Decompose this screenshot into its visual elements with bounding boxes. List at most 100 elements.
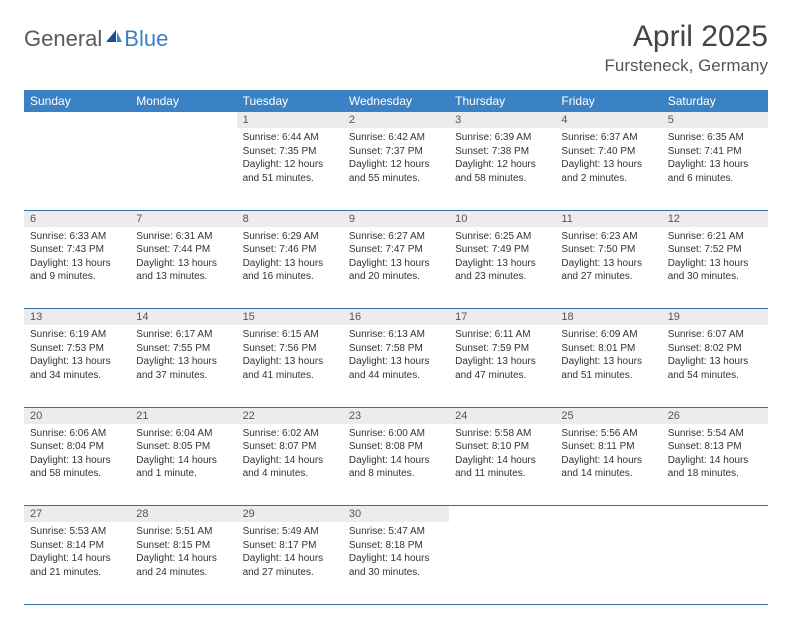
day-cell: Sunrise: 6:04 AMSunset: 8:05 PMDaylight:… xyxy=(130,424,236,506)
day-number-cell: 25 xyxy=(555,407,661,424)
daylight-text: Daylight: 13 hours and 30 minutes. xyxy=(668,257,762,284)
day-number-cell: 21 xyxy=(130,407,236,424)
day-cell: Sunrise: 5:54 AMSunset: 8:13 PMDaylight:… xyxy=(662,424,768,506)
sunset-text: Sunset: 7:53 PM xyxy=(30,342,124,356)
day-cell-content: Sunrise: 5:54 AMSunset: 8:13 PMDaylight:… xyxy=(662,424,768,485)
sunset-text: Sunset: 7:44 PM xyxy=(136,243,230,257)
daylight-text: Daylight: 13 hours and 2 minutes. xyxy=(561,158,655,185)
daylight-text: Daylight: 14 hours and 30 minutes. xyxy=(349,552,443,579)
sunset-text: Sunset: 7:50 PM xyxy=(561,243,655,257)
sunrise-text: Sunrise: 6:42 AM xyxy=(349,131,443,145)
daylight-text: Daylight: 13 hours and 51 minutes. xyxy=(561,355,655,382)
day-cell-content: Sunrise: 6:04 AMSunset: 8:05 PMDaylight:… xyxy=(130,424,236,485)
day-number-cell: 5 xyxy=(662,112,768,128)
daylight-text: Daylight: 13 hours and 44 minutes. xyxy=(349,355,443,382)
daylight-text: Daylight: 13 hours and 41 minutes. xyxy=(243,355,337,382)
sunset-text: Sunset: 8:18 PM xyxy=(349,539,443,553)
day-cell: Sunrise: 6:09 AMSunset: 8:01 PMDaylight:… xyxy=(555,325,661,407)
day-cell: Sunrise: 6:11 AMSunset: 7:59 PMDaylight:… xyxy=(449,325,555,407)
sunset-text: Sunset: 7:37 PM xyxy=(349,145,443,159)
logo-text-blue: Blue xyxy=(124,26,168,52)
daylight-text: Daylight: 13 hours and 6 minutes. xyxy=(668,158,762,185)
daylight-text: Daylight: 14 hours and 14 minutes. xyxy=(561,454,655,481)
daylight-text: Daylight: 13 hours and 27 minutes. xyxy=(561,257,655,284)
day-cell-content: Sunrise: 6:00 AMSunset: 8:08 PMDaylight:… xyxy=(343,424,449,485)
day-number-cell: 14 xyxy=(130,309,236,326)
day-number-cell: 13 xyxy=(24,309,130,326)
day-cell: Sunrise: 6:37 AMSunset: 7:40 PMDaylight:… xyxy=(555,128,661,210)
day-cell xyxy=(555,522,661,604)
daylight-text: Daylight: 13 hours and 34 minutes. xyxy=(30,355,124,382)
sunrise-text: Sunrise: 6:07 AM xyxy=(668,328,762,342)
day-cell-content: Sunrise: 6:23 AMSunset: 7:50 PMDaylight:… xyxy=(555,227,661,288)
daylight-text: Daylight: 13 hours and 13 minutes. xyxy=(136,257,230,284)
sunrise-text: Sunrise: 6:35 AM xyxy=(668,131,762,145)
day-number-cell: 26 xyxy=(662,407,768,424)
sunset-text: Sunset: 7:46 PM xyxy=(243,243,337,257)
sunrise-text: Sunrise: 6:44 AM xyxy=(243,131,337,145)
day-number-cell: 2 xyxy=(343,112,449,128)
sunset-text: Sunset: 7:56 PM xyxy=(243,342,337,356)
day-cell xyxy=(662,522,768,604)
sunrise-text: Sunrise: 6:00 AM xyxy=(349,427,443,441)
day-cell: Sunrise: 6:07 AMSunset: 8:02 PMDaylight:… xyxy=(662,325,768,407)
day-number-row: 20212223242526 xyxy=(24,407,768,424)
sunrise-text: Sunrise: 6:09 AM xyxy=(561,328,655,342)
calendar-body: 12345Sunrise: 6:44 AMSunset: 7:35 PMDayl… xyxy=(24,112,768,604)
weekday-header: Saturday xyxy=(662,90,768,112)
day-cell-content: Sunrise: 5:49 AMSunset: 8:17 PMDaylight:… xyxy=(237,522,343,583)
sunset-text: Sunset: 8:17 PM xyxy=(243,539,337,553)
day-cell-content: Sunrise: 5:51 AMSunset: 8:15 PMDaylight:… xyxy=(130,522,236,583)
day-cell xyxy=(449,522,555,604)
day-cell-content: Sunrise: 6:25 AMSunset: 7:49 PMDaylight:… xyxy=(449,227,555,288)
location: Fursteneck, Germany xyxy=(605,56,768,76)
day-cell: Sunrise: 6:25 AMSunset: 7:49 PMDaylight:… xyxy=(449,227,555,309)
daylight-text: Daylight: 13 hours and 9 minutes. xyxy=(30,257,124,284)
day-cell-content: Sunrise: 6:21 AMSunset: 7:52 PMDaylight:… xyxy=(662,227,768,288)
day-content-row: Sunrise: 6:19 AMSunset: 7:53 PMDaylight:… xyxy=(24,325,768,407)
day-cell-content: Sunrise: 6:06 AMSunset: 8:04 PMDaylight:… xyxy=(24,424,130,485)
day-number-cell: 16 xyxy=(343,309,449,326)
day-cell: Sunrise: 6:15 AMSunset: 7:56 PMDaylight:… xyxy=(237,325,343,407)
sunrise-text: Sunrise: 6:37 AM xyxy=(561,131,655,145)
day-cell: Sunrise: 6:35 AMSunset: 7:41 PMDaylight:… xyxy=(662,128,768,210)
day-cell: Sunrise: 6:06 AMSunset: 8:04 PMDaylight:… xyxy=(24,424,130,506)
weekday-header: Sunday xyxy=(24,90,130,112)
sunrise-text: Sunrise: 6:19 AM xyxy=(30,328,124,342)
day-cell: Sunrise: 6:02 AMSunset: 8:07 PMDaylight:… xyxy=(237,424,343,506)
sunrise-text: Sunrise: 5:58 AM xyxy=(455,427,549,441)
sunset-text: Sunset: 8:11 PM xyxy=(561,440,655,454)
day-number-cell xyxy=(555,506,661,523)
sunset-text: Sunset: 7:52 PM xyxy=(668,243,762,257)
day-cell-content: Sunrise: 6:44 AMSunset: 7:35 PMDaylight:… xyxy=(237,128,343,189)
sunrise-text: Sunrise: 6:39 AM xyxy=(455,131,549,145)
sunset-text: Sunset: 8:04 PM xyxy=(30,440,124,454)
daylight-text: Daylight: 14 hours and 4 minutes. xyxy=(243,454,337,481)
day-cell: Sunrise: 5:47 AMSunset: 8:18 PMDaylight:… xyxy=(343,522,449,604)
daylight-text: Daylight: 13 hours and 16 minutes. xyxy=(243,257,337,284)
sunrise-text: Sunrise: 6:31 AM xyxy=(136,230,230,244)
day-cell-content: Sunrise: 5:47 AMSunset: 8:18 PMDaylight:… xyxy=(343,522,449,583)
day-number-cell: 29 xyxy=(237,506,343,523)
sunset-text: Sunset: 7:58 PM xyxy=(349,342,443,356)
day-cell-content: Sunrise: 6:33 AMSunset: 7:43 PMDaylight:… xyxy=(24,227,130,288)
sunset-text: Sunset: 8:13 PM xyxy=(668,440,762,454)
sunrise-text: Sunrise: 6:17 AM xyxy=(136,328,230,342)
day-cell-content: Sunrise: 6:15 AMSunset: 7:56 PMDaylight:… xyxy=(237,325,343,386)
day-content-row: Sunrise: 6:33 AMSunset: 7:43 PMDaylight:… xyxy=(24,227,768,309)
logo: GeneralBlue xyxy=(24,26,168,52)
day-content-row: Sunrise: 6:44 AMSunset: 7:35 PMDaylight:… xyxy=(24,128,768,210)
calendar-table: Sunday Monday Tuesday Wednesday Thursday… xyxy=(24,90,768,605)
day-number-row: 27282930 xyxy=(24,506,768,523)
sunrise-text: Sunrise: 6:25 AM xyxy=(455,230,549,244)
day-cell: Sunrise: 6:13 AMSunset: 7:58 PMDaylight:… xyxy=(343,325,449,407)
day-number-cell: 20 xyxy=(24,407,130,424)
day-content-row: Sunrise: 6:06 AMSunset: 8:04 PMDaylight:… xyxy=(24,424,768,506)
day-number-row: 6789101112 xyxy=(24,210,768,227)
daylight-text: Daylight: 12 hours and 58 minutes. xyxy=(455,158,549,185)
sunrise-text: Sunrise: 6:04 AM xyxy=(136,427,230,441)
daylight-text: Daylight: 14 hours and 24 minutes. xyxy=(136,552,230,579)
day-number-cell: 23 xyxy=(343,407,449,424)
day-cell xyxy=(130,128,236,210)
day-cell: Sunrise: 6:31 AMSunset: 7:44 PMDaylight:… xyxy=(130,227,236,309)
